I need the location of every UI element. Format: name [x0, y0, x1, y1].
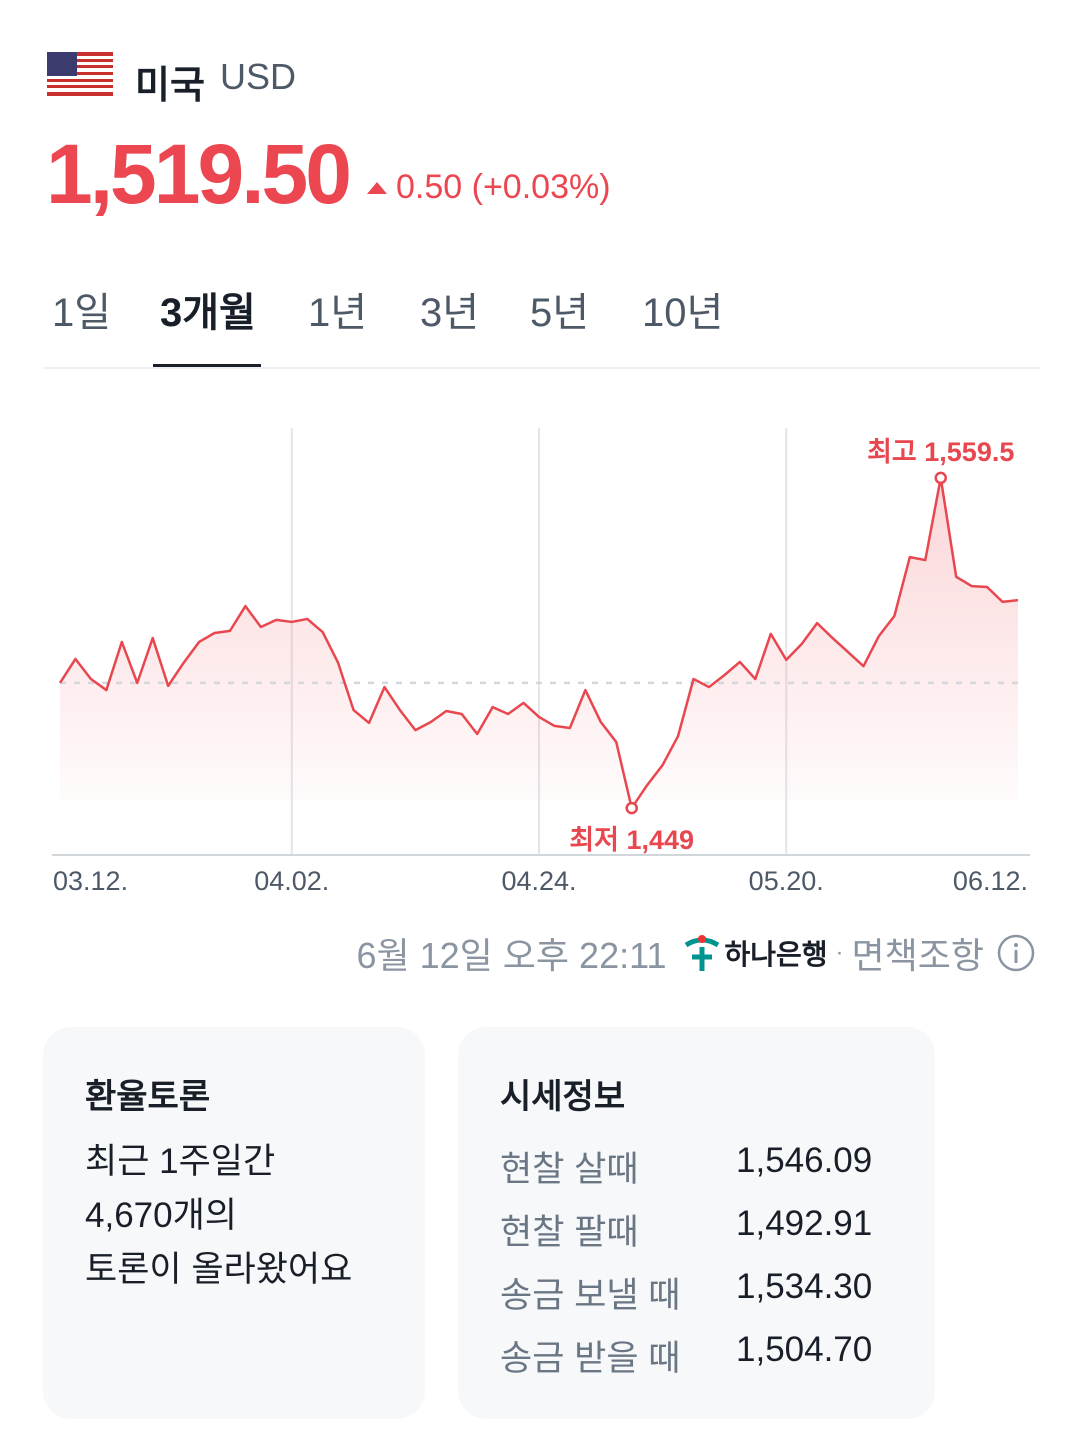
- timestamp: 6월 12일 오후 22:11: [356, 935, 667, 976]
- extreme-marker: [934, 471, 947, 485]
- annotation: 최고 1,559.5: [867, 437, 1014, 467]
- quote-label: 송금 받을 때: [500, 1339, 681, 1378]
- quote-card[interactable]: 시세정보 현찰 살때 1,546.09 현찰 팔때 1,492.91 송금 보낼 때 1,…: [458, 1027, 935, 1419]
- price: 1,519.50: [46, 127, 352, 221]
- separator: ·: [835, 939, 844, 966]
- x-tick-label: 04.24.: [501, 866, 576, 896]
- tab-underline: [153, 364, 261, 367]
- disclaimer[interactable]: 면책조항: [851, 935, 984, 976]
- tab[interactable]: 3개월: [160, 291, 256, 335]
- bank-logo: [685, 935, 720, 971]
- tab[interactable]: 10년: [642, 291, 724, 335]
- quote-label: 송금 보낼 때: [500, 1276, 681, 1315]
- quote-value: 1,534.30: [736, 1267, 873, 1306]
- x-tick-label: 06.12.: [953, 866, 1028, 896]
- price-line: [58, 476, 1019, 810]
- x-tick-label: 05.20.: [749, 866, 824, 896]
- quote-value: 1,504.70: [736, 1330, 873, 1369]
- extreme-marker: [625, 801, 638, 815]
- discussion-line: 최근 1주일간: [85, 1142, 276, 1181]
- card-title: 환율토론: [85, 1078, 211, 1116]
- chart: 03.12. 04.02. 04.24. 05.20. 06.12. 최고 1,559.5…: [52, 428, 1030, 896]
- x-tick-label: 03.12.: [53, 866, 128, 896]
- footer: 6월 12일 오후 22:11 하나은행 · 면책조항: [357, 928, 1037, 978]
- tab[interactable]: 3년: [420, 291, 480, 335]
- quote-label: 현찰 살때: [500, 1150, 639, 1189]
- annotation: 최저 1,449: [569, 825, 694, 855]
- currency: USD: [220, 56, 297, 97]
- discussion-line: 4,670개의: [85, 1196, 237, 1235]
- x-tick-label: 04.02.: [254, 866, 329, 896]
- discussion-line: 토론이 올라왔어요: [85, 1250, 353, 1289]
- info-icon[interactable]: [996, 933, 1036, 973]
- divider: [43, 367, 1040, 369]
- bank-name: 하나은행: [724, 939, 828, 970]
- quote-label: 현찰 팔때: [500, 1213, 639, 1252]
- flag: [47, 52, 113, 96]
- tab[interactable]: 1년: [308, 291, 368, 335]
- area: [60, 477, 1018, 809]
- up-arrow: [367, 182, 387, 194]
- card-title: 시세정보: [500, 1078, 626, 1116]
- quote-value: 1,546.09: [736, 1141, 873, 1180]
- change: 0.50 (+0.03%): [396, 168, 611, 206]
- tab[interactable]: 1일: [52, 291, 112, 335]
- country: 미국: [135, 65, 205, 107]
- tab[interactable]: 5년: [530, 291, 590, 335]
- quote-value: 1,492.91: [736, 1204, 873, 1243]
